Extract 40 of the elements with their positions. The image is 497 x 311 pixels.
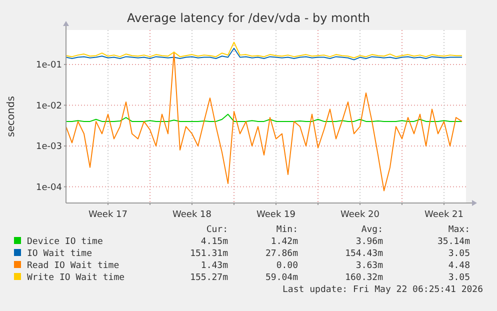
y-tick-label: 1e-03 [36,142,62,152]
text: 4.48 [448,261,470,271]
text: 59.04m [265,273,298,283]
text: 1.43m [200,261,228,271]
chart-title: Average latency for /dev/vda - by month [127,11,370,25]
x-tick-label: Week 17 [88,210,128,220]
text: 3.05 [448,273,470,283]
text: 1.42m [270,237,298,247]
text: 160.32m [345,273,383,283]
legend-label: Read IO Wait time [27,261,120,271]
line-series [66,52,462,192]
text: Last update: Fri May 22 06:25:41 2026 [282,285,483,295]
line-series [66,114,462,122]
text: 3.05 [448,249,470,259]
x-tick-label: Week 21 [424,210,464,220]
y-axis-title: seconds [6,96,17,137]
text: 3.63m [356,261,383,271]
text: Avg: [361,225,383,235]
text: 0.00 [276,261,298,271]
y-tick-label: 1e-01 [36,60,62,71]
text: Max: [448,225,470,235]
text: 35.14m [437,237,470,247]
text: 151.31m [190,249,228,259]
text: Min: [276,225,298,235]
legend-label: IO Wait time [27,249,92,259]
x-tick-label: Week 18 [172,210,212,220]
x-tick-label: Week 19 [256,210,296,220]
legend-label: Write IO Wait time [27,273,125,283]
text: 155.27m [190,273,228,283]
y-tick-label: 1e-02 [36,101,62,112]
text: Cur: [206,225,228,235]
y-tick-label: 1e-04 [36,182,62,193]
legend-label: Device IO time [27,237,103,247]
line-series [66,48,462,60]
line-series [66,42,462,58]
x-tick-label: Week 20 [340,210,380,220]
text: 154.43m [345,249,383,259]
text: 4.15m [200,237,228,247]
text: 3.96m [356,237,383,247]
text: 27.86m [265,249,298,259]
